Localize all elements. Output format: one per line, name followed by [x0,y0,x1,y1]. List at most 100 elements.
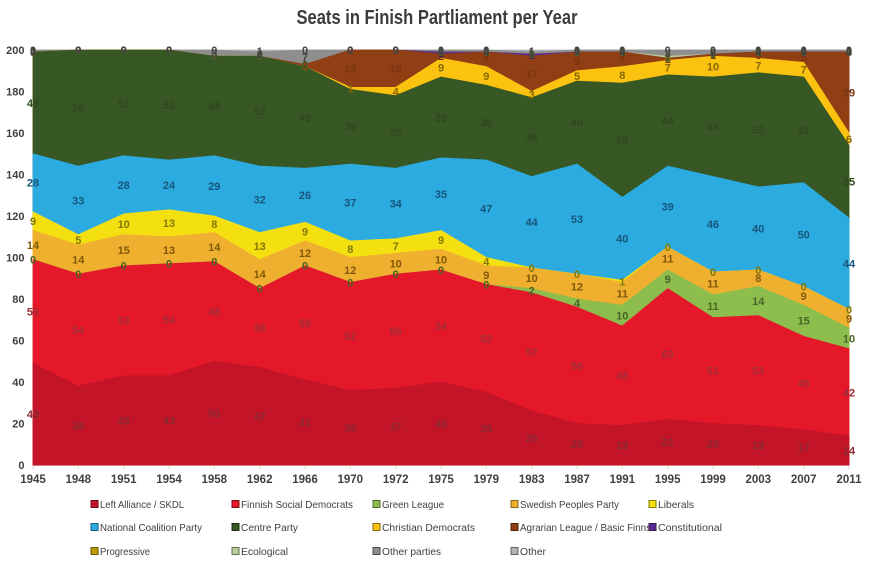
svg-text:3: 3 [755,50,761,62]
svg-text:20: 20 [707,439,719,451]
svg-text:9: 9 [438,63,444,75]
svg-text:45: 45 [798,378,810,390]
svg-text:Ecological: Ecological [241,547,288,558]
svg-text:50: 50 [27,306,39,318]
svg-text:17: 17 [526,69,538,81]
svg-text:10: 10 [707,62,719,74]
svg-text:0: 0 [30,47,36,59]
svg-text:0: 0 [211,45,217,57]
svg-text:1962: 1962 [247,474,273,486]
svg-text:55: 55 [616,135,628,147]
svg-text:8: 8 [619,70,625,82]
svg-text:9: 9 [302,227,308,239]
svg-text:54: 54 [435,321,448,333]
svg-text:0: 0 [710,267,716,279]
svg-text:0: 0 [574,45,580,57]
svg-text:35: 35 [435,189,447,201]
svg-text:1: 1 [755,46,761,58]
svg-text:42: 42 [843,387,855,399]
svg-text:0: 0 [121,45,127,57]
svg-text:0: 0 [75,269,81,281]
svg-text:120: 120 [6,211,24,223]
svg-text:0: 0 [438,47,444,59]
svg-text:0: 0 [529,263,535,275]
svg-text:1: 1 [529,46,535,58]
svg-text:51: 51 [118,98,130,110]
svg-text:0: 0 [665,242,671,254]
svg-text:40: 40 [435,418,447,430]
svg-text:33: 33 [72,195,84,207]
svg-text:39: 39 [843,87,855,99]
svg-text:1: 1 [438,48,444,60]
svg-text:48: 48 [616,371,628,383]
svg-text:0: 0 [347,45,353,57]
svg-text:40: 40 [12,377,24,389]
svg-text:7: 7 [302,52,308,64]
svg-text:0: 0 [801,47,807,59]
svg-text:38: 38 [72,421,84,433]
svg-text:0: 0 [710,49,716,61]
svg-text:0: 0 [211,51,217,63]
svg-text:0: 0 [347,45,353,57]
svg-text:1: 1 [483,46,489,58]
svg-text:52: 52 [480,333,492,345]
svg-text:44: 44 [526,217,539,229]
svg-text:10: 10 [390,259,402,271]
svg-text:38: 38 [526,132,538,144]
svg-text:0: 0 [347,45,353,57]
svg-text:0: 0 [121,45,127,57]
svg-text:6: 6 [846,134,852,146]
svg-text:12: 12 [571,281,583,293]
svg-text:1958: 1958 [202,474,228,486]
svg-text:0: 0 [529,49,535,61]
svg-text:56: 56 [72,103,84,115]
svg-text:4: 4 [574,298,581,310]
svg-text:1995: 1995 [655,474,681,486]
svg-text:36: 36 [344,423,356,435]
svg-text:36: 36 [344,122,356,134]
svg-text:0: 0 [166,259,172,271]
svg-text:17: 17 [798,442,810,454]
svg-text:0: 0 [166,45,172,57]
svg-text:50: 50 [798,230,810,242]
svg-text:0: 0 [846,47,852,59]
svg-text:11: 11 [707,301,719,313]
svg-text:1987: 1987 [564,474,590,486]
svg-text:0: 0 [619,47,625,59]
svg-text:0: 0 [801,47,807,59]
svg-text:14: 14 [843,445,856,457]
svg-text:1: 1 [574,46,580,58]
svg-text:0: 0 [166,45,172,57]
svg-text:3: 3 [529,90,535,102]
svg-text:0: 0 [75,45,81,57]
svg-text:56: 56 [571,360,583,372]
svg-text:39: 39 [662,202,674,214]
svg-text:0: 0 [302,62,308,74]
svg-text:1: 1 [257,46,263,58]
svg-text:37: 37 [390,422,402,434]
svg-text:48: 48 [208,306,220,318]
svg-text:0: 0 [75,45,81,57]
svg-text:0: 0 [166,45,172,57]
svg-text:7: 7 [619,54,625,66]
svg-text:0: 0 [302,45,308,57]
svg-text:9: 9 [574,56,580,68]
svg-text:80: 80 [12,294,24,306]
svg-text:35: 35 [843,177,855,189]
svg-text:0: 0 [347,277,353,289]
svg-text:13: 13 [163,218,175,230]
svg-text:1: 1 [347,83,353,95]
svg-text:43: 43 [118,415,130,427]
svg-text:11: 11 [707,278,719,290]
svg-text:9: 9 [665,274,671,286]
svg-text:0: 0 [755,47,761,59]
svg-text:0: 0 [393,45,399,57]
svg-text:40: 40 [571,118,583,130]
svg-text:0: 0 [302,59,308,71]
svg-text:3: 3 [665,48,671,60]
svg-text:51: 51 [707,366,719,378]
svg-text:10: 10 [843,333,855,345]
svg-text:0: 0 [121,45,127,57]
svg-text:0: 0 [619,47,625,59]
svg-text:0: 0 [75,45,81,57]
